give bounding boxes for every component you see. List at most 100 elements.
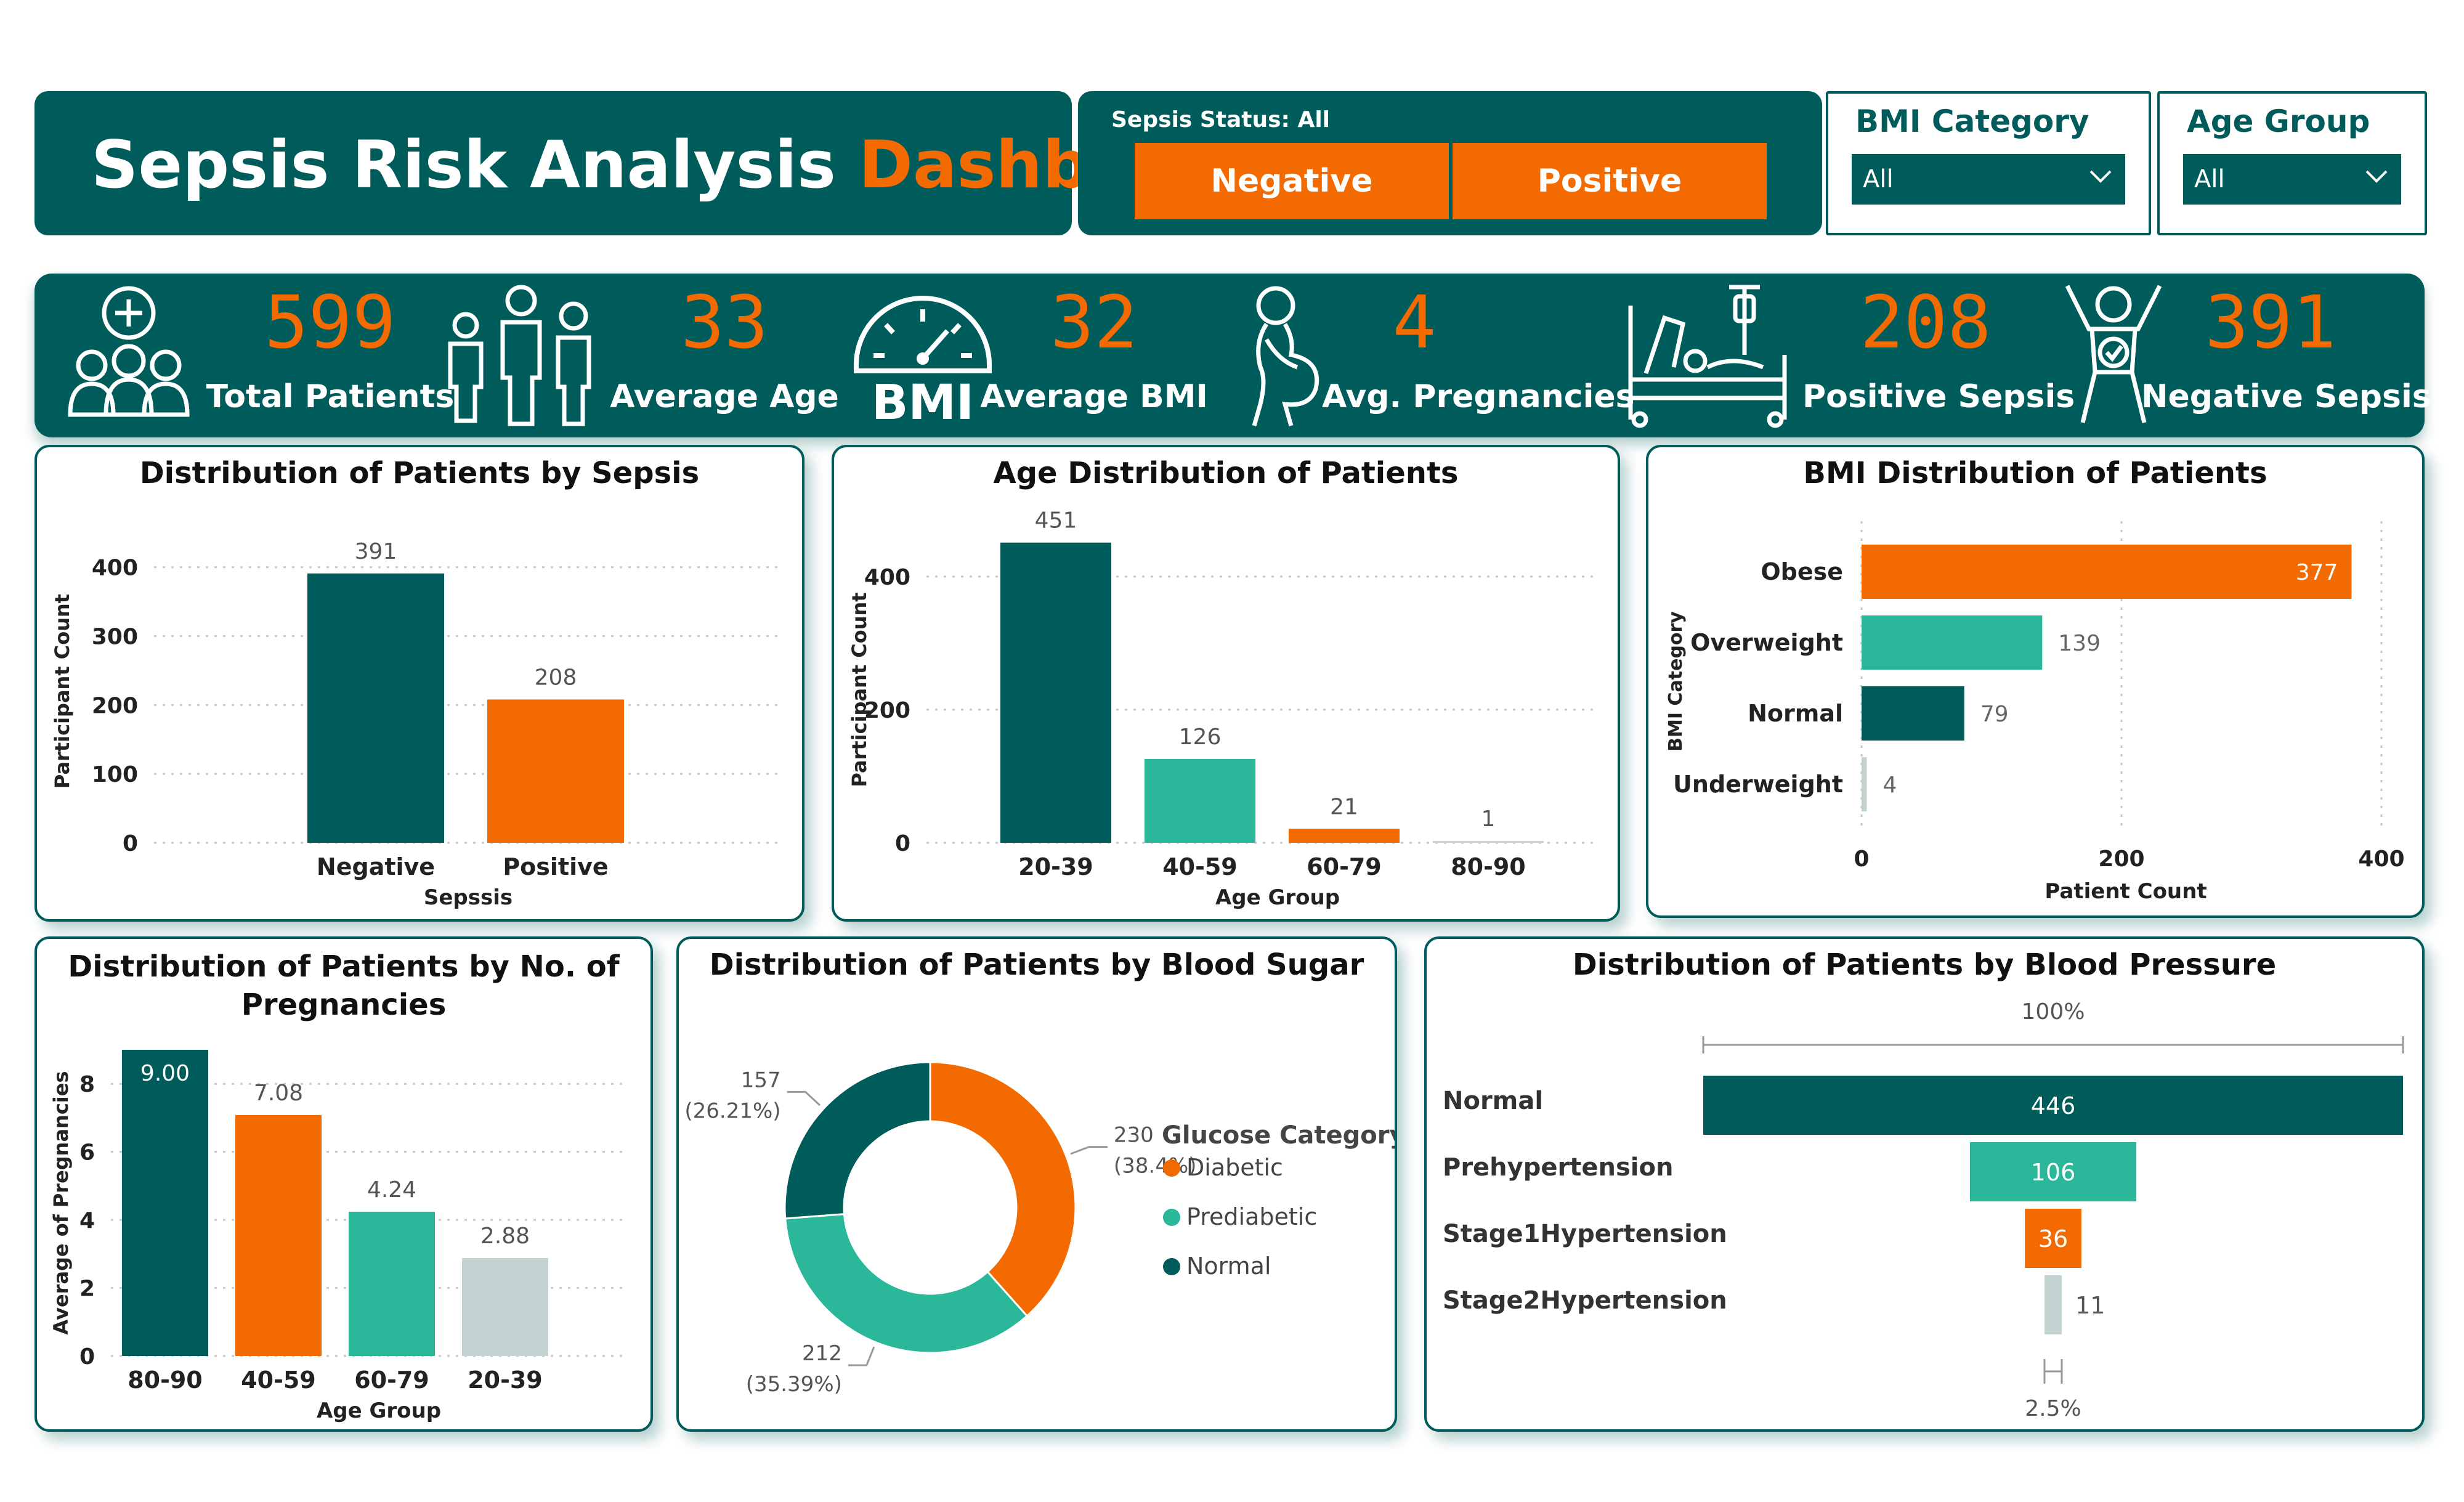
bar-80-90: [122, 1050, 208, 1356]
pregnancies-bar-chart: 0 2 4 6 8 9.00 80-90 7.08 40-59 4.24 60-79 2.88 20-3…: [49, 1050, 628, 1423]
kpi-average-age-label: Average Age: [610, 378, 839, 415]
chevron-down-icon: [2365, 170, 2388, 183]
bar-Negative: [307, 573, 444, 843]
bmi-bar-chart: 0 200 400 377 Obese 139 Overweight 79 Normal 4 Und…: [1665, 521, 2405, 904]
bmi-category-dropdown[interactable]: All: [1852, 154, 2125, 205]
kpi-positive-sepsis-label: Positive Sepsis: [1802, 378, 2075, 415]
bar-40-59: [1145, 758, 1255, 843]
bar-40-59: [235, 1115, 322, 1356]
healthy-person-icon: [2065, 285, 2162, 423]
x-axis-title: Sepssis: [424, 885, 513, 910]
age-distribution-card: Age Distribution of Patients 0 200 400 451 2…: [832, 445, 1620, 922]
funnel-category-label: Stage1Hypertension: [1443, 1220, 1727, 1248]
kpi-average-bmi-value: 32: [1050, 280, 1138, 365]
slice-percent-label: (26.21%): [684, 1098, 780, 1123]
age-bar-chart: 0 200 400 451 20-39 126 40-59 21 60-79 1 80-90 Age …: [848, 508, 1598, 910]
y-tick-label: Overweight: [1690, 629, 1843, 656]
x-tick-label: Positive: [503, 853, 608, 880]
chevron-down-icon: [2089, 170, 2112, 183]
funnel-top-label: 100%: [2022, 999, 2085, 1025]
data-label: 139: [2058, 631, 2101, 656]
bar-20-39: [462, 1257, 548, 1356]
pregnancies-distribution-card: Distribution of Patients by No. of Pregn…: [34, 936, 653, 1432]
bar-Positive: [487, 699, 624, 843]
age-group-dropdown[interactable]: All: [2183, 154, 2401, 205]
data-label: 4: [1882, 773, 1897, 798]
funnel-bar-Stage2Hypertension: [2044, 1275, 2062, 1334]
leader-line: [787, 1090, 821, 1106]
legend-marker: [1163, 1258, 1180, 1275]
pregnancies-chart-title: Distribution of Patients by No. of Pregn…: [68, 949, 620, 1022]
y-axis-title: Participant Count: [51, 594, 74, 789]
y-tick-label: 100: [92, 762, 138, 787]
y-tick-label: 300: [92, 625, 138, 650]
slice-percent-label: (35.39%): [746, 1372, 842, 1397]
x-tick-label: 0: [1854, 846, 1869, 872]
x-tick-label: 80-90: [1451, 853, 1526, 880]
dashboard-title-banner: Sepsis Risk Analysis Dashboard: [34, 91, 1257, 235]
x-tick-label: 20-39: [468, 1366, 543, 1394]
data-label: 4.24: [367, 1177, 416, 1203]
funnel-value-label: 36: [2038, 1225, 2068, 1252]
x-tick-label: 40-59: [1162, 853, 1238, 880]
kpi-total-patients-value: 599: [264, 280, 396, 365]
data-label: 21: [1330, 794, 1358, 819]
x-tick-label: 20-39: [1018, 853, 1093, 880]
family-icon: [448, 285, 591, 426]
x-axis-title: Patient Count: [2045, 879, 2207, 904]
sepsis-bar-chart: 0 100 200 300 400 391 Negative 208 Positive Sepss…: [51, 539, 782, 910]
y-tick-label: 8: [79, 1072, 95, 1097]
age-chart-title: Age Distribution of Patients: [993, 456, 1459, 490]
bmi-category-slicer: BMI Category All: [1826, 91, 2151, 235]
sepsis-positive-button[interactable]: Positive: [1453, 143, 1767, 219]
x-axis-title: Age Group: [317, 1398, 441, 1423]
slice-value-label: 230: [1114, 1123, 1154, 1148]
bar-Obese: [1862, 545, 2352, 599]
x-tick-label: 40-59: [241, 1366, 316, 1394]
legend-title: Glucose Category: [1162, 1121, 1395, 1150]
sepsis-negative-button[interactable]: Negative: [1135, 143, 1449, 219]
y-tick-label: 200: [864, 698, 910, 723]
slice-Diabetic: [929, 1061, 1077, 1318]
y-tick-label: 4: [79, 1208, 95, 1233]
funnel-value-label: 446: [2031, 1092, 2076, 1119]
funnel-bar-Normal: [1703, 1076, 2403, 1135]
kpi-positive-sepsis-value: 208: [1860, 280, 1992, 365]
y-tick-label: 0: [79, 1344, 95, 1370]
funnel-category-label: Stage2Hypertension: [1443, 1286, 1727, 1315]
bar-60-79: [349, 1211, 435, 1356]
funnel-value-label: 11: [2075, 1292, 2105, 1319]
data-label: 391: [355, 539, 397, 564]
patients-group-icon: [68, 286, 190, 417]
bmi-distribution-card: BMI Distribution of Patients 0 200 400 377 O…: [1646, 445, 2425, 918]
bar-20-39: [1000, 542, 1111, 843]
y-tick-label: Normal: [1748, 700, 1843, 727]
x-tick-label: 60-79: [1307, 853, 1382, 880]
y-tick-label: Underweight: [1673, 771, 1843, 798]
blood-pressure-chart-title: Distribution of Patients by Blood Pressu…: [1572, 948, 2277, 982]
y-tick-label: 400: [864, 565, 910, 590]
x-tick-label: 200: [2098, 846, 2144, 872]
age-slicer-label: Age Group: [2187, 104, 2370, 139]
y-tick-label: 200: [92, 693, 138, 718]
funnel-category-label: Normal: [1443, 1087, 1543, 1115]
y-tick-label: Obese: [1761, 558, 1843, 585]
y-tick-label: 2: [79, 1277, 95, 1302]
bar-60-79: [1289, 829, 1400, 843]
y-axis-title: Participant Count: [848, 592, 871, 787]
kpi-average-age-value: 33: [680, 280, 769, 365]
x-tick-label: 400: [2358, 846, 2404, 872]
pregnant-woman-icon: [1252, 286, 1319, 426]
x-tick-label: 80-90: [128, 1366, 203, 1394]
blood-sugar-donut-chart: 230 (38.4%) 212 (35.39%) 157 (26.21%) Glucose …: [684, 1061, 1395, 1397]
data-label: 208: [535, 665, 577, 690]
kpi-negative-sepsis-value: 391: [2205, 280, 2336, 365]
bmi-gauge-icon: BMI: [854, 296, 992, 426]
kpi-avg-pregnancies-label: Avg. Pregnancies: [1322, 378, 1635, 415]
data-label: 2.88: [480, 1224, 530, 1249]
bar-Underweight: [1862, 757, 1867, 811]
age-dropdown-value: All: [2194, 165, 2225, 193]
leader-line: [848, 1346, 875, 1366]
kpi-avg-pregnancies-value: 4: [1392, 280, 1437, 365]
funnel-bar-Stage1Hypertension: [2025, 1209, 2081, 1268]
